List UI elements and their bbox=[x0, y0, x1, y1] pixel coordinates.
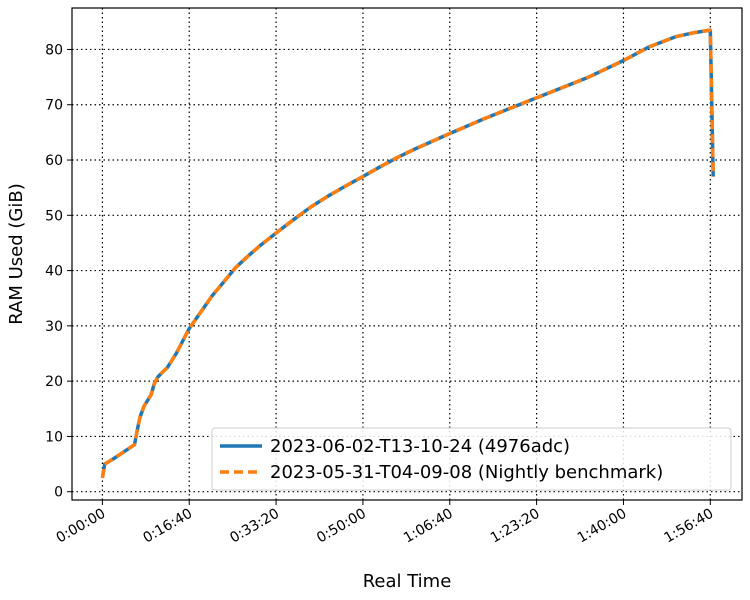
y-tick-label: 70 bbox=[45, 98, 63, 114]
x-axis: 0:00:00 0:16:40 0:33:20 0:50:00 1:06:40 1:23:… bbox=[54, 500, 717, 547]
x-tick-label: 0:33:20 bbox=[227, 506, 282, 547]
y-axis-label: RAM Used (GiB) bbox=[6, 183, 27, 324]
legend-label: 2023-05-31-T04-09-08 (Nightly benchmark) bbox=[270, 462, 663, 483]
x-tick-label: 0:50:00 bbox=[314, 506, 369, 547]
y-tick-label: 30 bbox=[45, 319, 63, 335]
x-axis-label: Real Time bbox=[363, 571, 452, 592]
grid bbox=[72, 8, 742, 500]
x-tick-label: 0:16:40 bbox=[140, 506, 195, 547]
y-axis: 0 10 20 30 40 50 60 70 80 bbox=[45, 42, 72, 501]
series-line-1 bbox=[100, 28, 715, 479]
x-tick-label: 1:23:20 bbox=[488, 506, 543, 547]
legend-box bbox=[211, 427, 732, 491]
y-tick-label: 60 bbox=[45, 153, 63, 169]
y-tick-label: 50 bbox=[45, 208, 63, 224]
y-tick-label: 80 bbox=[45, 42, 63, 58]
legend-label: 2023-06-02-T13-10-24 (4976adc) bbox=[270, 436, 570, 457]
series-line-2 bbox=[100, 28, 715, 479]
legend: 2023-06-02-T13-10-24 (4976adc) 2023-05-31… bbox=[211, 427, 732, 491]
x-tick-label: 1:40:00 bbox=[575, 506, 630, 547]
plot-frame bbox=[71, 7, 743, 501]
y-tick-label: 10 bbox=[45, 429, 63, 445]
x-tick-label: 1:06:40 bbox=[401, 506, 456, 547]
x-tick-label: 0:00:00 bbox=[54, 506, 109, 547]
y-tick-label: 40 bbox=[45, 264, 63, 280]
x-tick-label: 1:56:40 bbox=[662, 506, 717, 547]
series-lines bbox=[100, 28, 715, 479]
y-tick-label: 0 bbox=[54, 485, 63, 501]
y-tick-label: 20 bbox=[45, 374, 63, 390]
